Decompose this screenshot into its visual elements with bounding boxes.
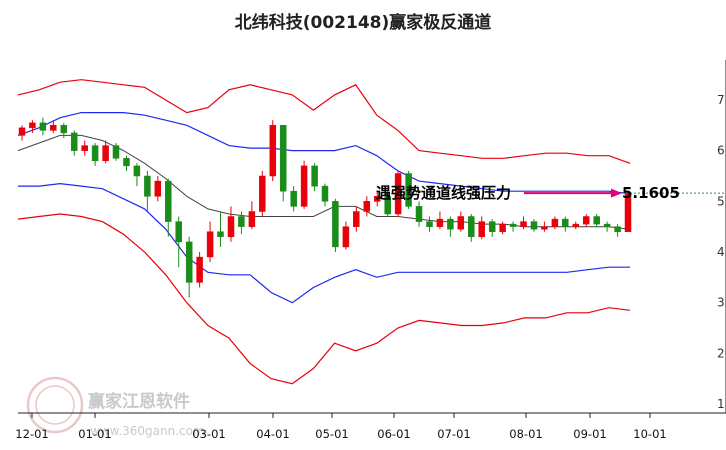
channel-bands (17, 79, 631, 385)
y-tick-label: 4 (717, 245, 725, 259)
candle (279, 125, 287, 202)
annotation: 遇强势通道线强压力 5.1605 (376, 184, 726, 202)
candle (332, 198, 339, 252)
candle (405, 170, 412, 209)
x-tick-label: 07-01 (437, 427, 470, 441)
watermark-url: www.360gann.com (90, 424, 205, 438)
candle (259, 170, 266, 217)
y-tick-label: 2 (717, 346, 725, 360)
candle (123, 155, 130, 171)
candle (363, 196, 371, 217)
y-axis-ticks: 1 2 3 4 5 6 7 (717, 93, 725, 411)
candle (29, 120, 36, 133)
candle (70, 130, 78, 156)
candle (154, 175, 162, 202)
watermark-name: 赢家江恩软件 (88, 391, 190, 412)
candle (509, 221, 517, 232)
candle (353, 206, 360, 232)
candle (603, 221, 611, 232)
candle (499, 221, 506, 235)
x-tick-label: 05-01 (315, 427, 348, 441)
candle (18, 125, 26, 141)
band-lower-inner (18, 182, 630, 304)
candle (551, 216, 559, 230)
y-tick-label: 1 (717, 397, 725, 411)
candle (593, 213, 600, 227)
candle (238, 211, 245, 235)
arrow-head-icon (611, 188, 622, 198)
candle (468, 213, 475, 242)
chart-title: 北纬科技(002148)赢家极反通道 (234, 13, 492, 33)
band-mid (17, 134, 631, 230)
candle (426, 216, 433, 232)
watermark-logo-icon (26, 376, 84, 434)
candle (144, 170, 151, 212)
x-tick-label: 12-01 (15, 427, 48, 441)
x-tick-label: 04-01 (256, 427, 289, 441)
x-axis-ticks: 12-01 01-01 03-01 04-01 05-01 06-01 07-01 08-01… (15, 413, 667, 441)
candle (217, 211, 224, 247)
candle (614, 224, 621, 237)
candle (290, 186, 297, 212)
y-tick-label: 6 (717, 144, 725, 158)
candle (112, 143, 120, 161)
candle (342, 221, 350, 250)
candle (447, 216, 454, 237)
band-upper-inner (17, 111, 631, 195)
watermark: 赢家江恩软件 www.360gann.com (26, 376, 205, 438)
candle (185, 236, 193, 298)
candle (436, 211, 444, 230)
candle (102, 140, 109, 164)
candle (206, 221, 214, 263)
candle (300, 160, 308, 209)
candle (311, 163, 318, 192)
candle (415, 201, 423, 227)
y-tick-label: 3 (717, 296, 725, 310)
candle (196, 251, 203, 288)
candle (384, 191, 391, 217)
candle (81, 140, 88, 156)
x-tick-label: 06-01 (377, 427, 410, 441)
candle (269, 120, 277, 182)
candle (50, 120, 57, 133)
x-tick-label: 10-01 (633, 427, 666, 441)
y-tick-label: 5 (717, 194, 725, 208)
candle (248, 201, 256, 230)
watermark-logo-ring (35, 385, 75, 425)
annotation-price: 5.1605 (622, 184, 680, 202)
candle (394, 170, 402, 217)
candle (488, 219, 496, 237)
candle (457, 211, 465, 232)
x-tick-label: 08-01 (509, 427, 542, 441)
candle (321, 183, 329, 207)
annotation-label: 遇强势通道线强压力 (376, 184, 511, 202)
band-lower-outer (17, 213, 631, 385)
candle (373, 191, 381, 207)
candle (541, 221, 548, 232)
candle (520, 216, 527, 230)
y-tick-label: 7 (717, 93, 725, 107)
candle (39, 117, 47, 136)
band-upper-outer (17, 79, 631, 164)
candle (227, 206, 235, 242)
x-tick-label: 01-01 (78, 427, 111, 441)
candlesticks (18, 117, 632, 298)
candle (91, 143, 99, 166)
candle (60, 122, 68, 138)
candle (624, 191, 632, 232)
candle (133, 163, 141, 187)
candle (582, 213, 590, 227)
candle (165, 178, 172, 237)
x-tick-label: 03-01 (192, 427, 225, 441)
axes (18, 60, 726, 414)
x-tick-label: 09-01 (573, 427, 606, 441)
candle (562, 216, 569, 232)
candle (175, 216, 182, 268)
candle (478, 216, 485, 240)
candle (572, 221, 580, 230)
candle (530, 219, 538, 232)
